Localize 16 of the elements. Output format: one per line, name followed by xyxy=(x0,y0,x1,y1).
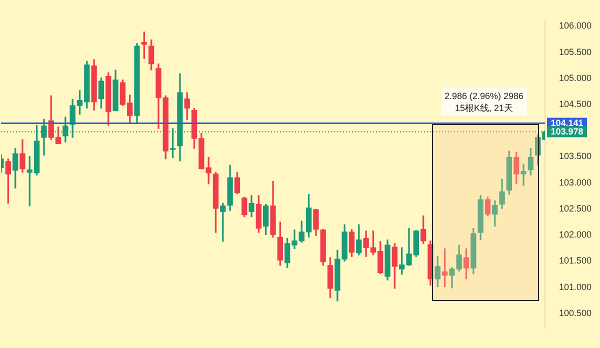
candlestick xyxy=(520,164,526,186)
y-tick-label: 105.000 xyxy=(559,72,592,83)
ref-line-label: 104.141 xyxy=(550,118,584,128)
ref-line-label: 103.978 xyxy=(550,126,584,136)
y-tick-label: 104.500 xyxy=(559,99,592,110)
y-tick-label: 100.500 xyxy=(559,308,592,318)
annotation: 15根K线, 21天 xyxy=(454,102,514,114)
annotation: 2.986 (2.96%) 2986 xyxy=(443,90,525,102)
y-tick-label: 101.500 xyxy=(559,256,592,266)
y-tick-label: 102.500 xyxy=(559,203,592,214)
y-tick-label: 101.000 xyxy=(559,282,592,292)
y-tick-label: 103.500 xyxy=(559,151,592,162)
y-tick-label: 102.000 xyxy=(559,230,592,240)
y-tick-label: 106.000 xyxy=(559,20,592,31)
y-tick-label: 103.000 xyxy=(559,177,592,188)
y-tick-label: 105.500 xyxy=(559,46,592,57)
